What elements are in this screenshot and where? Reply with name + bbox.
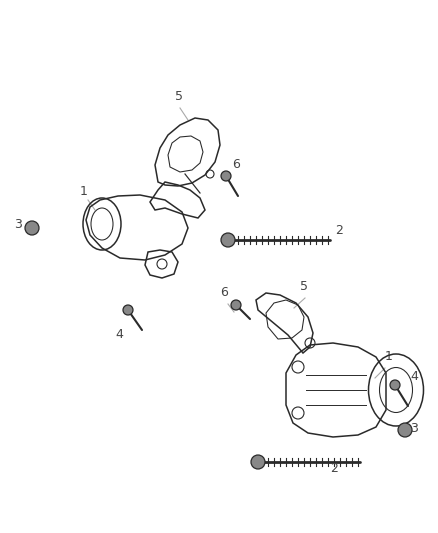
Text: 6: 6 (232, 158, 240, 171)
Circle shape (251, 455, 265, 469)
Circle shape (231, 300, 241, 310)
Text: 2: 2 (330, 462, 338, 475)
Text: 4: 4 (115, 328, 123, 341)
Circle shape (123, 305, 133, 315)
Circle shape (221, 171, 231, 181)
Circle shape (221, 233, 235, 247)
Circle shape (398, 423, 412, 437)
Text: 2: 2 (335, 224, 343, 237)
Text: 3: 3 (14, 218, 22, 231)
Circle shape (25, 221, 39, 235)
Text: 1: 1 (80, 185, 88, 198)
Text: 4: 4 (410, 370, 418, 383)
Text: 5: 5 (300, 280, 308, 293)
Text: 5: 5 (175, 90, 183, 103)
Text: 6: 6 (220, 286, 228, 299)
Circle shape (390, 380, 400, 390)
Text: 3: 3 (410, 422, 418, 435)
Text: 1: 1 (385, 350, 393, 363)
